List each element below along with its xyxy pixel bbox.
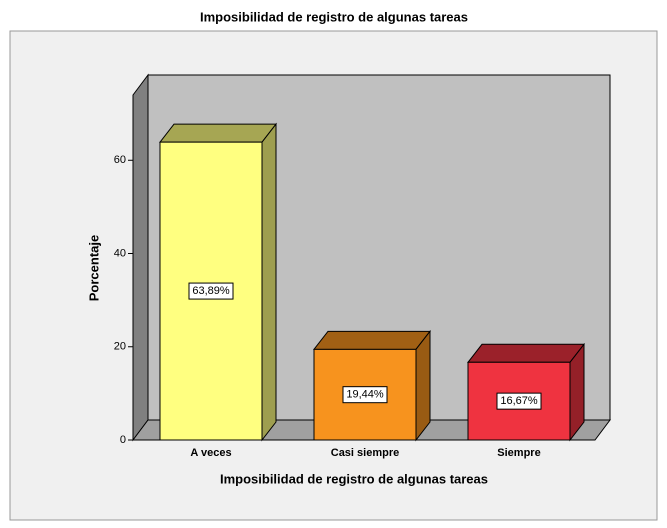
x-tick-label: Siempre [497,447,540,459]
chart-title: Imposibilidad de registro de algunas tar… [200,9,468,24]
x-tick-label: A veces [190,447,231,459]
y-tick-label: 40 [114,247,126,259]
value-label-box [496,392,542,410]
bar-side [261,122,277,442]
x-axis-title: Imposibilidad de registro de algunas tar… [220,471,488,486]
bar-top [312,330,432,350]
bar-top [466,343,586,363]
y-tick-label: 0 [120,434,126,446]
value-label: 19,44% [346,389,384,401]
left-wall [132,73,149,442]
x-tick-label: Casi siempre [331,447,399,459]
value-label-box [188,282,234,300]
y-tick-label: 20 [114,341,126,353]
value-label-box [342,386,388,404]
y-tick-label: 60 [114,154,126,166]
y-axis-title: Porcentaje [86,235,101,301]
value-label: 16,67% [500,395,538,407]
bar-top [158,123,278,143]
value-label: 63,89% [192,285,230,297]
bar-side [415,329,431,442]
